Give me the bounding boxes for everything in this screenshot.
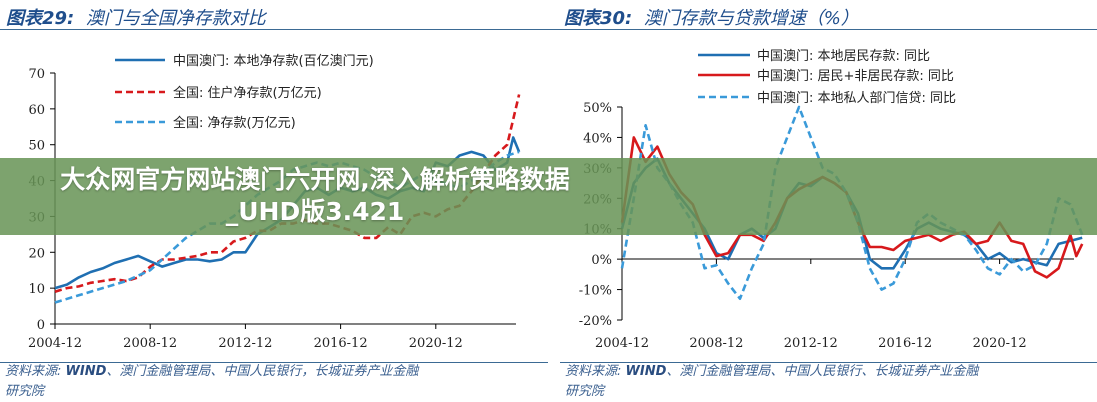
chart-30-title: 图表30: 澳门存款与贷款增速（%） (564, 8, 859, 29)
x-tick-label: 2004-12 (595, 336, 649, 351)
chart-29-title: 图表29: 澳门与全国净存款对比 (6, 8, 266, 29)
y-tick-label: -10% (579, 284, 612, 299)
legend-label: 中国澳门: 本地居民存款: 同比 (757, 48, 930, 64)
y-tick-label: 20 (28, 246, 45, 261)
legend-label: 中国澳门: 本地私人部门信贷: 同比 (757, 90, 956, 106)
y-tick-label: 0 (37, 318, 45, 333)
y-tick-label: 40% (583, 131, 612, 146)
x-tick-label: 2012-12 (784, 336, 838, 351)
legend-label: 中国澳门: 居民+非居民存款: 同比 (757, 68, 954, 84)
y-tick-label: 10 (28, 282, 45, 297)
source-note-left: 资料来源: WIND、澳门金融管理局、中国人民银行，长城证券产业金融 研究院 (5, 364, 419, 399)
x-tick-label: 2004-12 (28, 336, 82, 351)
legend-label: 全国: 住户净存款(万亿元) (173, 85, 322, 101)
x-tick-label: 2020-12 (409, 336, 463, 351)
y-tick-label: 0% (591, 253, 612, 268)
source-note-right: 资料来源: WIND、澳门金融管理局、中国人民银行、长城证券产业金融 研究院 (565, 364, 979, 399)
y-tick-label: -20% (579, 314, 612, 329)
source-rule-left (0, 362, 548, 363)
overlay-banner: 大众网官方网站澳门六开网,深入解析策略数据_UHD版3.421 (0, 158, 1097, 235)
x-tick-label: 2008-12 (123, 336, 177, 351)
banner-text: 大众网官方网站澳门六开网,深入解析策略数据_UHD版3.421 (60, 165, 570, 226)
y-tick-label: 50 (28, 139, 45, 154)
source-rule-right (560, 362, 1097, 363)
legend-label: 中国澳门: 本地净存款(百亿澳门元) (173, 53, 374, 69)
legend-label: 全国: 净存款(万亿元) (173, 115, 296, 131)
x-tick-label: 2012-12 (218, 336, 272, 351)
chart-1: 0102030405060702004-122008-122012-122016… (28, 53, 521, 351)
y-tick-label: 50% (583, 101, 612, 116)
x-tick-label: 2008-12 (689, 336, 743, 351)
x-tick-label: 2016-12 (878, 336, 932, 351)
title-rule-left (0, 29, 548, 30)
y-tick-label: 70 (28, 67, 45, 82)
title-rule-right (548, 29, 1097, 30)
x-tick-label: 2020-12 (973, 336, 1027, 351)
x-tick-label: 2016-12 (314, 336, 368, 351)
y-tick-label: 60 (28, 103, 45, 118)
